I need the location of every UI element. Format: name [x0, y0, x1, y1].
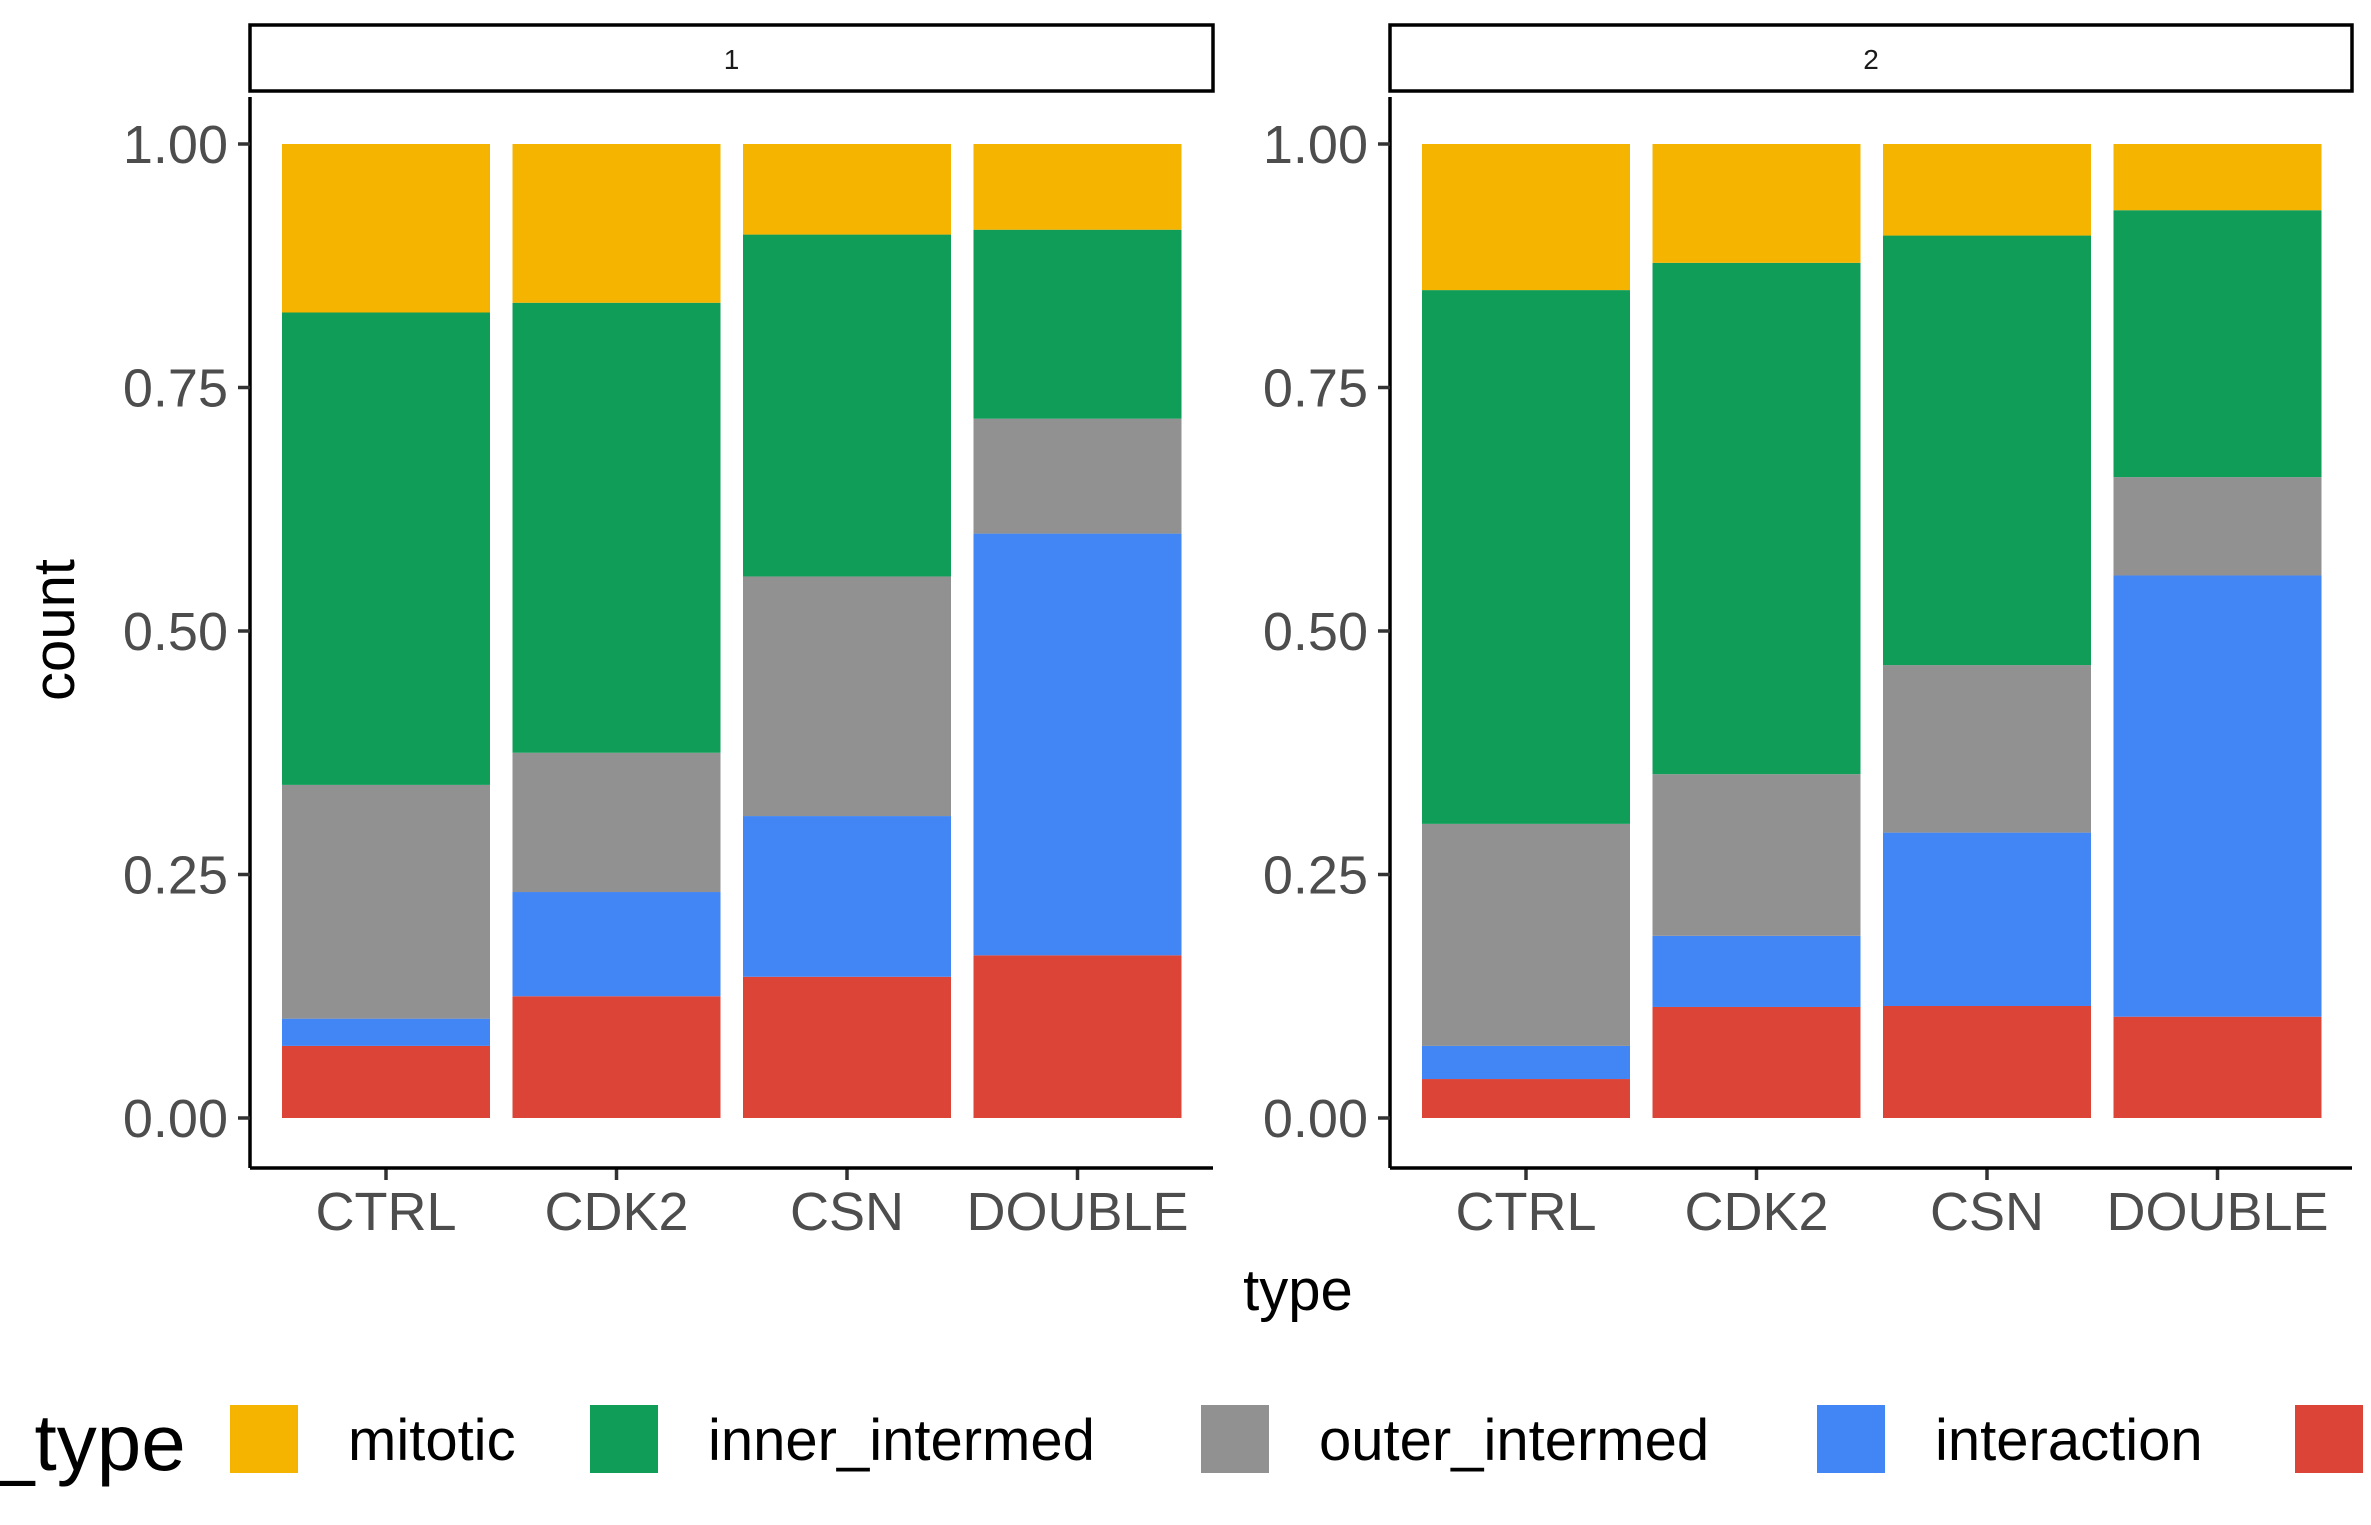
facet-strip	[248, 23, 1215, 93]
bar-segment-outer_intermed	[2113, 477, 2322, 576]
y-tick-label: 0.25	[123, 846, 228, 906]
bar-segment-outer_intermed	[743, 576, 951, 817]
bar-segment-series-5	[512, 996, 721, 1118]
x-tick-label: CSN	[790, 1182, 904, 1242]
legend-label: interaction	[1935, 1408, 2203, 1473]
facet-strip	[1388, 23, 2354, 93]
bar-segment-inner_intermed	[2113, 210, 2322, 478]
bar-segment-inner_intermed	[973, 229, 1182, 419]
bar-segment-outer_intermed	[1883, 665, 2091, 833]
bar-segment-mitotic	[1422, 144, 1630, 291]
bar-segment-interaction	[1422, 1045, 1630, 1080]
bar-segment-inner_intermed	[282, 312, 490, 785]
facet-strip-label: 1	[724, 44, 740, 75]
x-axis-title: type	[1243, 1258, 1353, 1323]
y-tick-label: 0.50	[123, 602, 228, 662]
bar-segment-series-5	[1883, 1005, 2091, 1118]
bar-segment-outer_intermed	[1422, 823, 1630, 1046]
bar-segment-mitotic	[512, 144, 721, 303]
x-tick-label: DOUBLE	[2106, 1182, 2328, 1242]
x-tick-label: CTRL	[1455, 1182, 1596, 1242]
x-tick-label: DOUBLE	[966, 1182, 1188, 1242]
y-tick-label: 0.00	[1263, 1089, 1368, 1149]
bar-segment-interaction	[2113, 575, 2322, 1017]
facet-panel-2: 2 CTRL CDK2 CSN DOUBLE 0.00 0.25 0.50 0.75 1.00	[1263, 23, 2354, 1242]
bar-segment-series-5	[282, 1045, 490, 1118]
x-tick-label: CTRL	[315, 1182, 456, 1242]
bar-segment-inner_intermed	[743, 234, 951, 577]
legend-label: mitotic	[348, 1408, 516, 1473]
legend-swatch	[590, 1405, 658, 1473]
facet-panel-1: 1 CTRL CDK2 CSN DOUBLE 0.00 0.25 0.50 0.75 1.00	[123, 23, 1215, 1242]
bar-segment-mitotic	[973, 144, 1182, 230]
y-tick-label: 0.25	[1263, 846, 1368, 906]
bar-segment-interaction	[743, 816, 951, 977]
facet-panels: 1 CTRL CDK2 CSN DOUBLE 0.00 0.25 0.50 0.75 1.00 2 C…	[123, 23, 2354, 1242]
y-tick-label: 0.75	[1263, 359, 1368, 419]
legend-swatch	[2295, 1405, 2363, 1473]
legend-swatch	[1201, 1405, 1269, 1473]
bar-segment-mitotic	[2113, 144, 2322, 211]
bar-segment-outer_intermed	[973, 418, 1182, 534]
y-tick-label: 1.00	[123, 115, 228, 175]
bar-segment-mitotic	[1652, 144, 1861, 263]
bar-segment-outer_intermed	[282, 784, 490, 1019]
bar-segment-interaction	[973, 533, 1182, 956]
y-tick-label: 0.50	[1263, 602, 1368, 662]
legend-title: _type	[0, 1398, 186, 1487]
bar-segment-series-5	[1422, 1079, 1630, 1118]
legend-swatch	[230, 1405, 298, 1473]
bar-segment-interaction	[512, 892, 721, 997]
y-tick-label: 1.00	[1263, 115, 1368, 175]
bar-segment-interaction	[282, 1018, 490, 1046]
bar-segment-mitotic	[743, 144, 951, 235]
bar-segment-inner_intermed	[512, 302, 721, 753]
legend-item-mitotic: mitotic	[230, 1405, 516, 1473]
legend-item-interaction: interaction	[1817, 1405, 2203, 1473]
legend-item-series-5	[2295, 1405, 2363, 1473]
bar-segment-mitotic	[1883, 144, 2091, 236]
bar-segment-interaction	[1652, 935, 1861, 1007]
bar-segment-series-5	[2113, 1016, 2322, 1118]
bar-segment-mitotic	[282, 144, 490, 313]
bar-segment-outer_intermed	[1652, 774, 1861, 936]
bar-segment-inner_intermed	[1652, 262, 1861, 775]
bar-segment-inner_intermed	[1422, 290, 1630, 824]
bar-segment-outer_intermed	[512, 752, 721, 893]
bar-segment-inner_intermed	[1883, 235, 2091, 666]
bar-segment-series-5	[1652, 1006, 1861, 1118]
legend-item-outer_intermed: outer_intermed	[1201, 1405, 1709, 1473]
bar-segment-series-5	[743, 976, 951, 1118]
bar-segment-interaction	[1883, 832, 2091, 1006]
y-tick-label: 0.75	[123, 359, 228, 419]
bar-segment-series-5	[973, 955, 1182, 1118]
legend-item-inner_intermed: inner_intermed	[590, 1405, 1095, 1473]
legend: _type mitotic inner_intermed outer_interme…	[0, 1398, 2363, 1487]
x-tick-label: CSN	[1930, 1182, 2044, 1242]
y-axis-title: count	[22, 559, 87, 701]
x-tick-label: CDK2	[1684, 1182, 1828, 1242]
legend-swatch	[1817, 1405, 1885, 1473]
facet-strip-label: 2	[1863, 44, 1879, 75]
x-tick-label: CDK2	[544, 1182, 688, 1242]
legend-label: inner_intermed	[708, 1408, 1095, 1473]
y-tick-label: 0.00	[123, 1089, 228, 1149]
legend-label: outer_intermed	[1319, 1408, 1709, 1473]
